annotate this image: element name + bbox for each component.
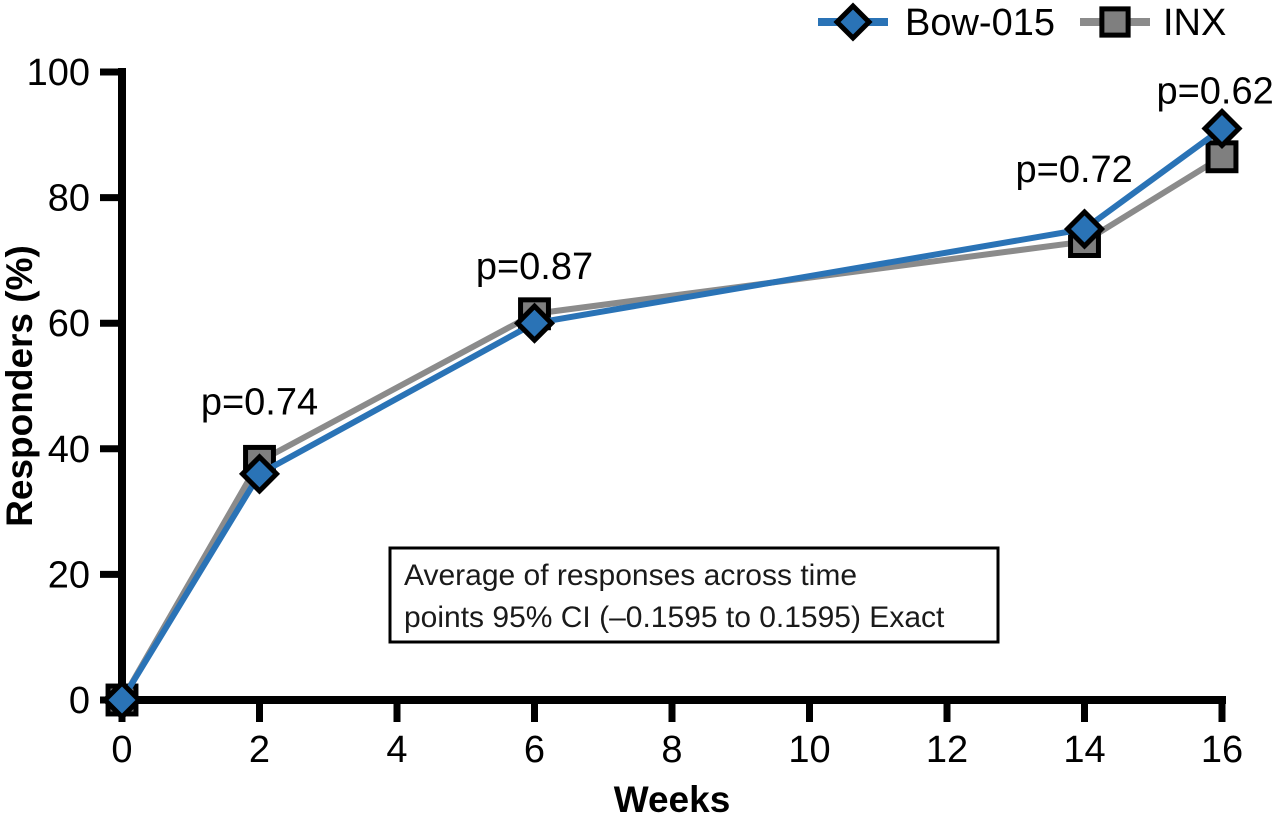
data-point-inx: [1205, 140, 1239, 174]
legend-marker-bow-015: [833, 2, 873, 42]
legend-label-inx: INX: [1163, 2, 1226, 44]
data-point-bow-015: [101, 679, 143, 721]
x-axis-title: Weeks: [614, 779, 731, 820]
y-tick-label: 60: [48, 303, 90, 345]
data-point-bow-015: [1063, 208, 1106, 250]
x-tick-label: 16: [1201, 729, 1243, 771]
p-value-annotations: p=0.74 p=0.87 p=0.72 p=0.62: [201, 70, 1274, 423]
y-tick-label: 100: [27, 52, 90, 94]
legend-marker-inx: [1099, 6, 1131, 38]
x-tick-label: 8: [661, 729, 682, 771]
x-tick-label: 10: [788, 729, 830, 771]
x-tick-label: 4: [386, 729, 407, 771]
note-line-1: Average of responses across time: [404, 559, 857, 592]
data-point-bow-015: [513, 302, 556, 344]
data-point-bow-015: [238, 453, 281, 495]
x-tick-label: 6: [524, 729, 545, 771]
y-tick-label: 0: [69, 680, 90, 722]
x-tick-label: 14: [1063, 729, 1105, 771]
data-series: [101, 107, 1243, 721]
note-box: Average of responses across time points …: [388, 546, 1000, 644]
note-box-border: [388, 546, 1000, 644]
legend-item-bow-015: Bow-015: [818, 2, 1055, 44]
x-tick-label: 12: [926, 729, 968, 771]
legend: Bow-015 INX: [818, 2, 1226, 44]
p-value-label: p=0.62: [1156, 70, 1273, 112]
note-line-2: points 95% CI (–0.1595 to 0.1595) Exact: [404, 601, 945, 634]
y-tick-label: 40: [48, 429, 90, 471]
y-axis-title: Responders (%): [0, 245, 40, 527]
legend-item-inx: INX: [1080, 2, 1226, 44]
x-tick-label: 2: [249, 729, 270, 771]
axes: 0 20 40 60 80 100 0 2 4 6 8 10 12 14 16: [27, 52, 1244, 771]
p-value-label: p=0.87: [476, 246, 593, 288]
data-point-bow-015: [1201, 107, 1243, 150]
p-value-label: p=0.74: [201, 381, 318, 423]
p-value-label: p=0.72: [1016, 149, 1133, 191]
y-tick-label: 20: [48, 554, 90, 596]
legend-label-bow-015: Bow-015: [905, 2, 1055, 44]
x-tick-label: 0: [111, 729, 132, 771]
series-bow-015: [101, 107, 1243, 721]
y-tick-label: 80: [48, 178, 90, 220]
